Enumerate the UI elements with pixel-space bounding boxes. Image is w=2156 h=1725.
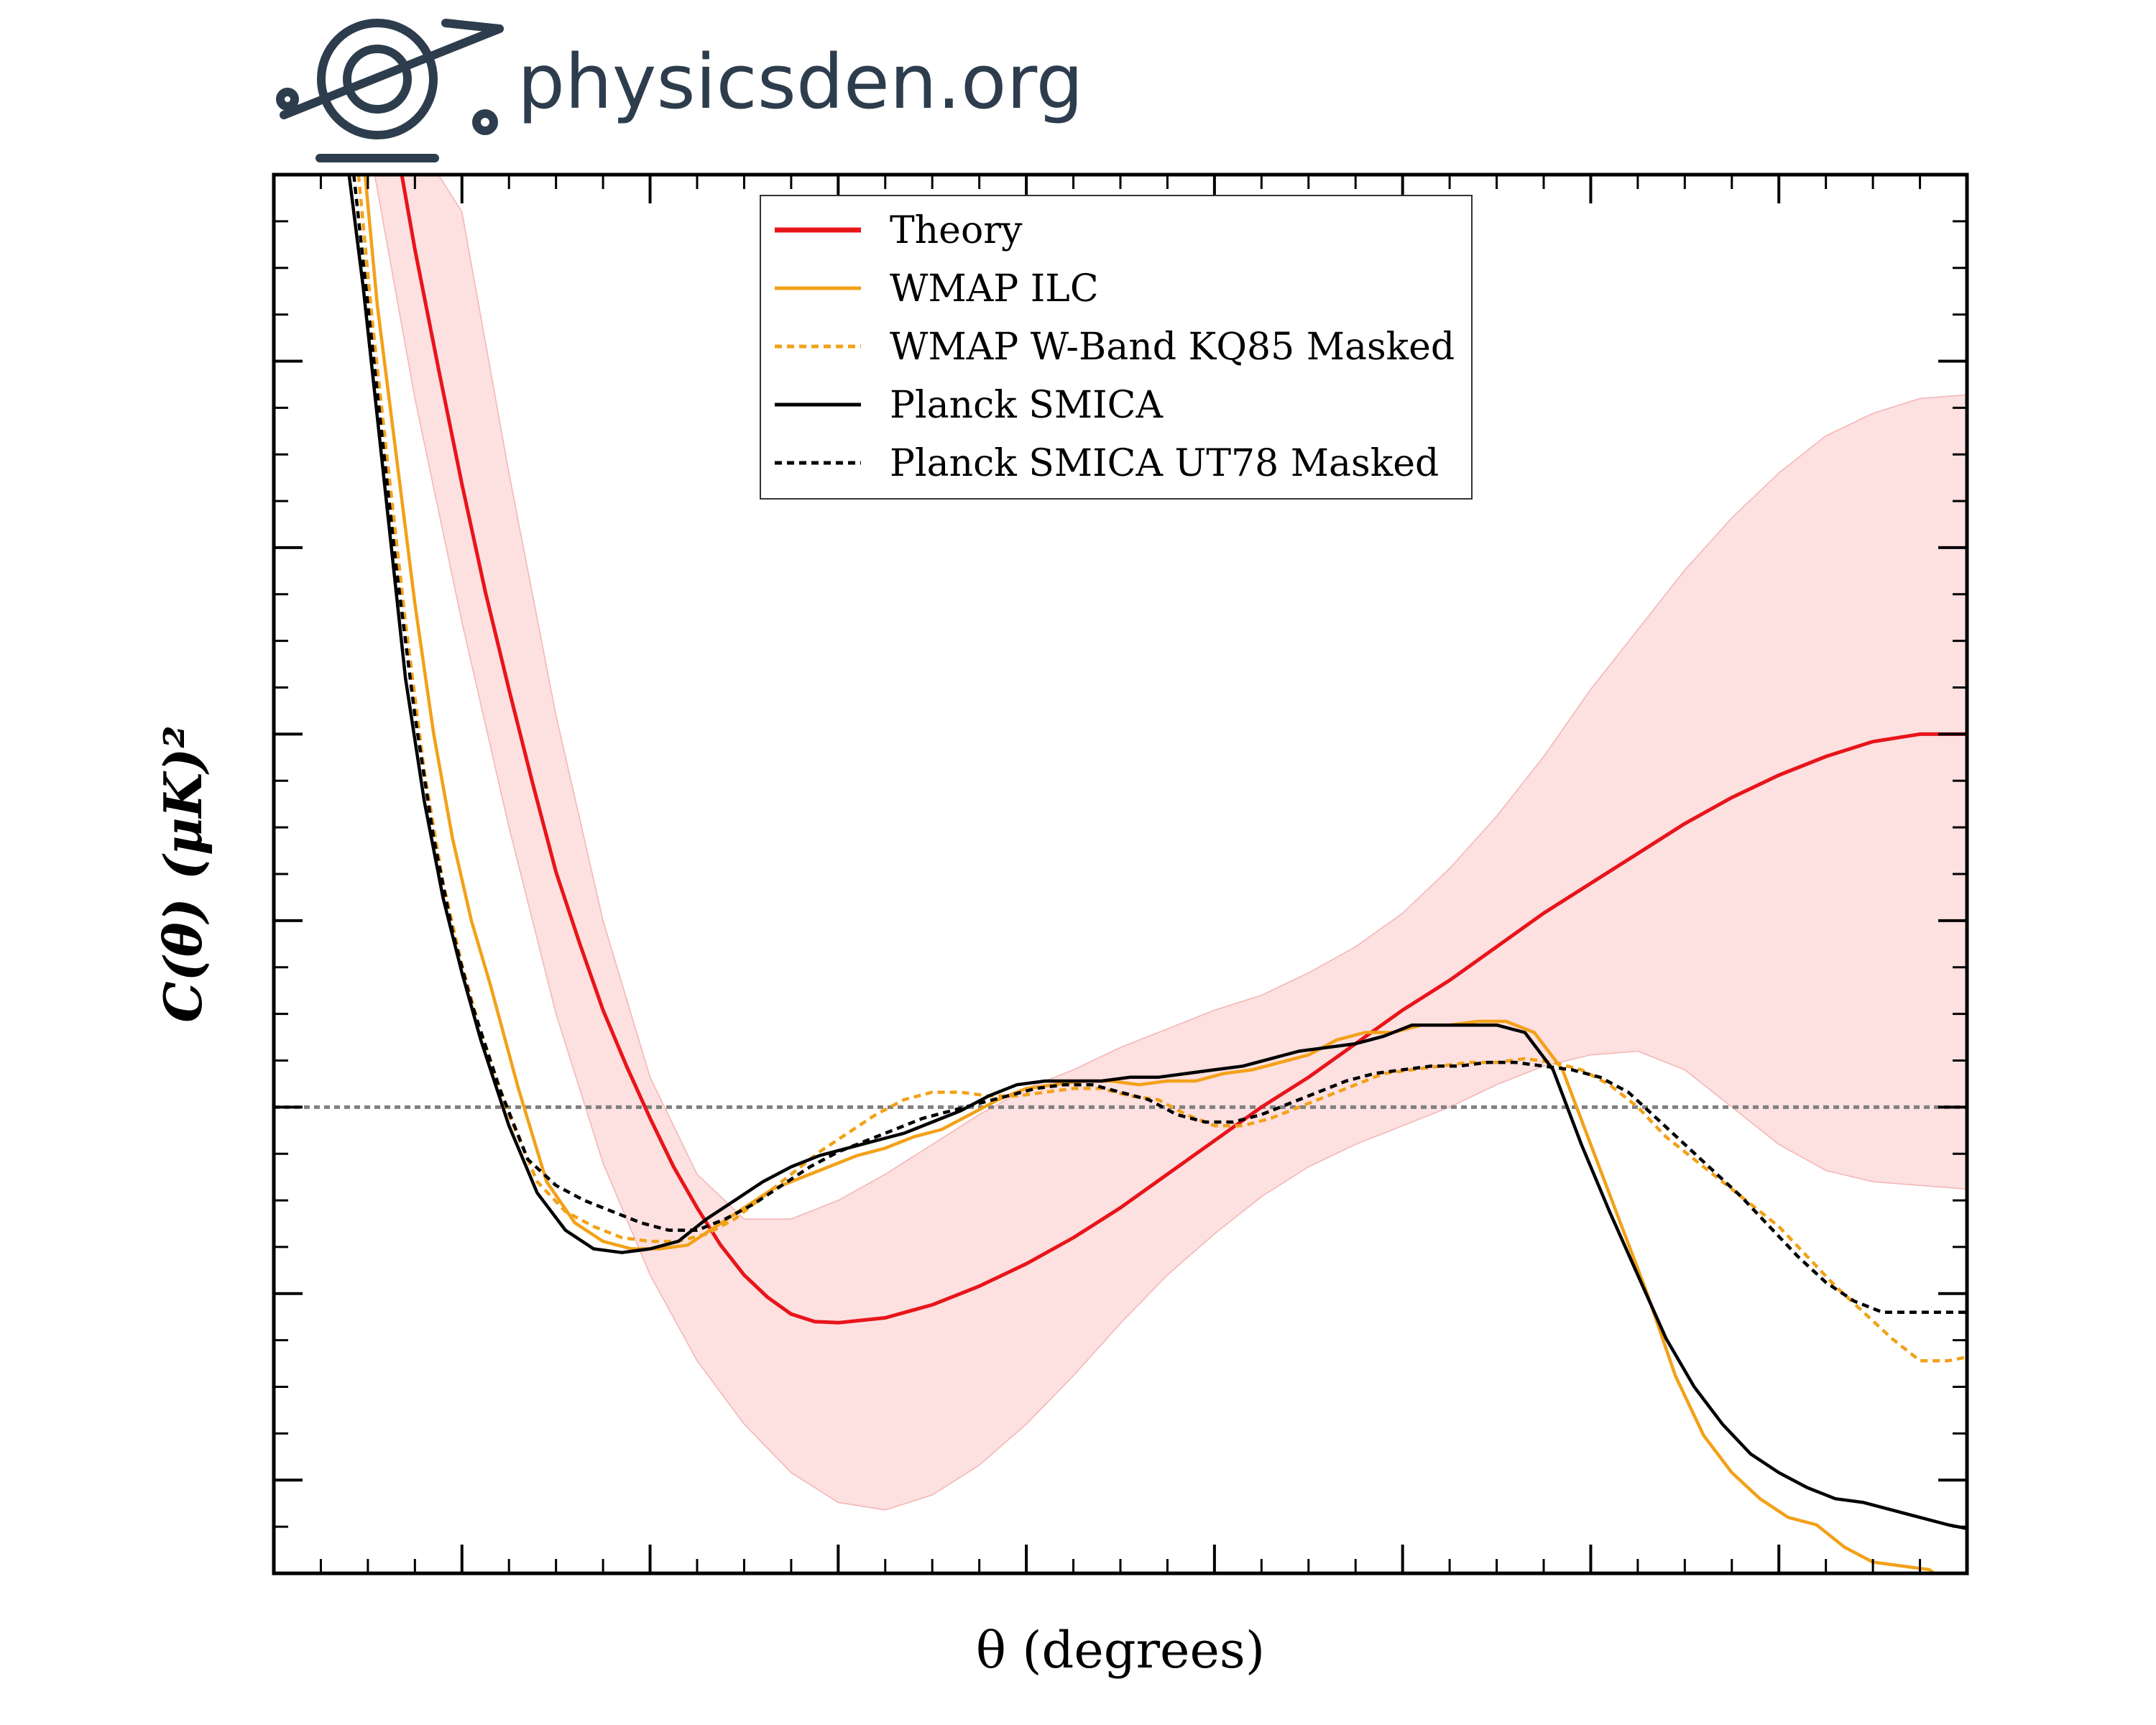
series-line-4 <box>352 175 1967 1314</box>
series-layer <box>347 175 1967 1573</box>
series-line-0 <box>400 175 1967 1325</box>
logo-text: physicsden.org <box>517 38 1083 126</box>
theory-uncertainty-band <box>374 175 1967 1511</box>
legend-label-4: Planck SMICA UT78 Masked <box>890 442 1439 485</box>
legend-label-2: WMAP W-Band KQ85 Masked <box>890 326 1455 369</box>
y-axis-label: C(θ) (μK)² <box>152 725 213 1022</box>
legend-label-0: Theory <box>890 209 1023 252</box>
plot-area <box>272 172 1969 1576</box>
legend-box <box>760 195 1473 500</box>
plot-frame <box>272 172 1969 1576</box>
series-line-3 <box>347 175 1967 1530</box>
series-line-1 <box>363 175 1967 1573</box>
legend-label-3: Planck SMICA <box>890 384 1164 427</box>
legend-label-1: WMAP ILC <box>890 267 1099 310</box>
x-axis-label: θ (degrees) <box>976 1621 1265 1680</box>
logo: physicsden.org <box>276 19 1083 162</box>
legend: Theory WMAP ILC WMAP W-Band KQ85 Masked Pla… <box>760 195 1473 500</box>
series-line-2 <box>356 175 1967 1363</box>
planet-logo-icon <box>276 19 504 162</box>
